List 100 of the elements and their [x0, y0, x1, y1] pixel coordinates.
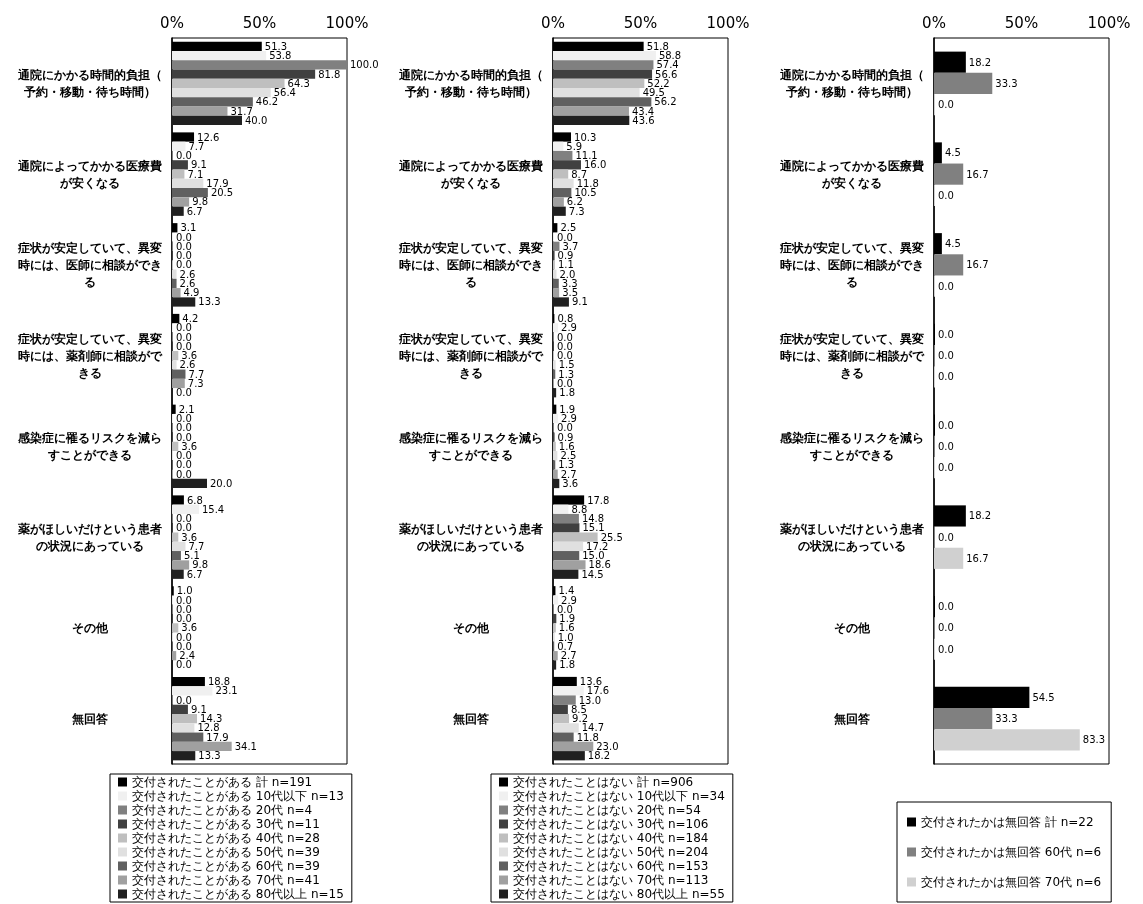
data-label: 4.5 [944, 147, 961, 159]
data-label: 0.0 [176, 522, 192, 534]
data-label: 4.5 [944, 238, 961, 250]
data-label: 13.3 [198, 296, 221, 308]
y-tick-label: 通院にかかる時間的負担（予約・移動・待ち時間） [779, 67, 924, 99]
legend-label: 交付されたことがある 計 n=191 [132, 775, 313, 789]
data-label: 0.0 [176, 694, 192, 706]
data-label: 0.0 [176, 259, 192, 271]
y-tick-label: 感染症に罹るリスクを減らすことができる [779, 430, 924, 462]
data-label: 9.1 [190, 159, 207, 171]
data-label: 0.0 [938, 531, 954, 543]
y-tick-label: 通院にかかる時間的負担（予約・移動・待ち時間） [17, 67, 162, 99]
data-label: 1.6 [558, 440, 575, 452]
data-label: 16.7 [966, 259, 989, 271]
data-label: 16.7 [966, 168, 989, 180]
data-label: 0.0 [557, 331, 573, 343]
data-label: 0.0 [176, 322, 192, 334]
y-tick-label: 通院にかかる時間的負担（予約・移動・待ち時間） [398, 67, 543, 99]
data-label: 2.9 [561, 322, 577, 334]
data-label: 25.5 [600, 531, 623, 543]
data-label: 14.3 [200, 713, 223, 725]
data-label: 2.5 [560, 450, 577, 462]
data-label: 0.0 [176, 431, 192, 443]
data-label: 0.0 [176, 459, 192, 471]
data-label: 7.7 [188, 140, 205, 152]
data-label: 0.0 [176, 250, 192, 262]
data-label: 0.0 [557, 340, 573, 352]
data-label: 2.7 [560, 650, 577, 662]
data-label: 0.0 [176, 613, 192, 625]
data-label: 0.0 [176, 150, 192, 162]
y-tick-label: 症状が安定していて、異変時には、薬剤師に相談ができる [17, 331, 163, 380]
data-label: 1.8 [559, 659, 576, 671]
data-label: 1.0 [557, 631, 574, 643]
data-label: 83.3 [1082, 734, 1106, 746]
legend-label: 交付されたかは無回答 70代 n=6 [921, 875, 1102, 889]
data-label: 0.0 [176, 340, 192, 352]
y-tick-label: 感染症に罹るリスクを減らすことができる [17, 430, 162, 462]
legend-label: 交付されたことはない 70代 n=113 [513, 873, 709, 887]
legend-label: 交付されたことがある 20代 n=4 [132, 803, 313, 817]
data-label: 43.4 [631, 105, 655, 117]
data-label: 3.1 [180, 222, 197, 234]
data-label: 1.4 [558, 585, 575, 597]
data-label: 1.3 [558, 368, 575, 380]
data-label: 17.9 [206, 731, 229, 743]
x-tick-label: 50% [623, 13, 658, 32]
data-label: 2.9 [561, 413, 577, 425]
y-tick-label: 無回答 [833, 711, 871, 726]
y-tick-label: その他 [834, 620, 871, 635]
data-label: 14.5 [581, 568, 604, 580]
data-label: 53.8 [269, 50, 292, 62]
data-label: 17.6 [586, 685, 610, 697]
data-label: 0.0 [176, 450, 192, 462]
data-label: 5.9 [566, 140, 583, 152]
data-label: 13.0 [578, 694, 602, 706]
data-label: 33.3 [995, 77, 1018, 89]
data-label: 1.8 [559, 387, 576, 399]
y-tick-label: 通院によってかかる医療費が安くなる [17, 158, 162, 190]
x-tick-label: 0% [922, 13, 946, 32]
data-label: 52.2 [647, 77, 670, 89]
data-label: 18.2 [968, 510, 992, 522]
data-label: 2.6 [179, 277, 196, 289]
data-label: 0.0 [938, 601, 954, 613]
data-label: 20.0 [210, 477, 233, 489]
legend-label: 交付されたことはない 計 n=906 [513, 775, 694, 789]
y-tick-label: 症状が安定していて、異変時には、薬剤師に相談ができる [779, 331, 925, 380]
data-label: 0.0 [938, 643, 954, 655]
data-label: 3.7 [562, 240, 579, 252]
y-tick-label: 無回答 [71, 711, 109, 726]
data-label: 9.1 [190, 703, 207, 715]
x-tick-label: 0% [541, 13, 565, 32]
data-label: 0.0 [938, 328, 954, 340]
legend-label: 交付されたかは無回答 60代 n=6 [921, 845, 1102, 859]
data-label: 0.0 [176, 468, 192, 480]
data-label: 0.0 [938, 419, 954, 431]
data-label: 17.8 [587, 494, 610, 506]
data-label: 0.0 [557, 377, 573, 389]
data-label: 5.1 [183, 550, 200, 562]
data-label: 56.2 [654, 96, 677, 108]
data-label: 0.0 [176, 631, 192, 643]
data-label: 56.6 [655, 68, 678, 80]
y-tick-label: 無回答 [452, 711, 490, 726]
data-label: 58.8 [658, 50, 682, 62]
data-label: 7.3 [568, 205, 585, 217]
data-label: 9.2 [572, 713, 589, 725]
data-label: 7.7 [188, 368, 205, 380]
data-label: 1.6 [558, 622, 575, 634]
data-label: 57.4 [656, 59, 679, 71]
data-label: 0.7 [557, 640, 574, 652]
data-label: 2.0 [559, 268, 576, 280]
data-label: 16.0 [584, 159, 607, 171]
data-label: 2.1 [178, 403, 195, 415]
data-label: 1.9 [559, 403, 576, 415]
data-label: 2.5 [560, 222, 577, 234]
data-label: 11.8 [576, 731, 599, 743]
data-label: 54.5 [1032, 691, 1055, 703]
y-tick-label: その他 [72, 620, 109, 635]
data-label: 12.6 [197, 131, 220, 143]
data-label: 0.9 [557, 431, 574, 443]
data-label: 23.0 [596, 740, 619, 752]
data-label: 14.8 [581, 513, 605, 525]
